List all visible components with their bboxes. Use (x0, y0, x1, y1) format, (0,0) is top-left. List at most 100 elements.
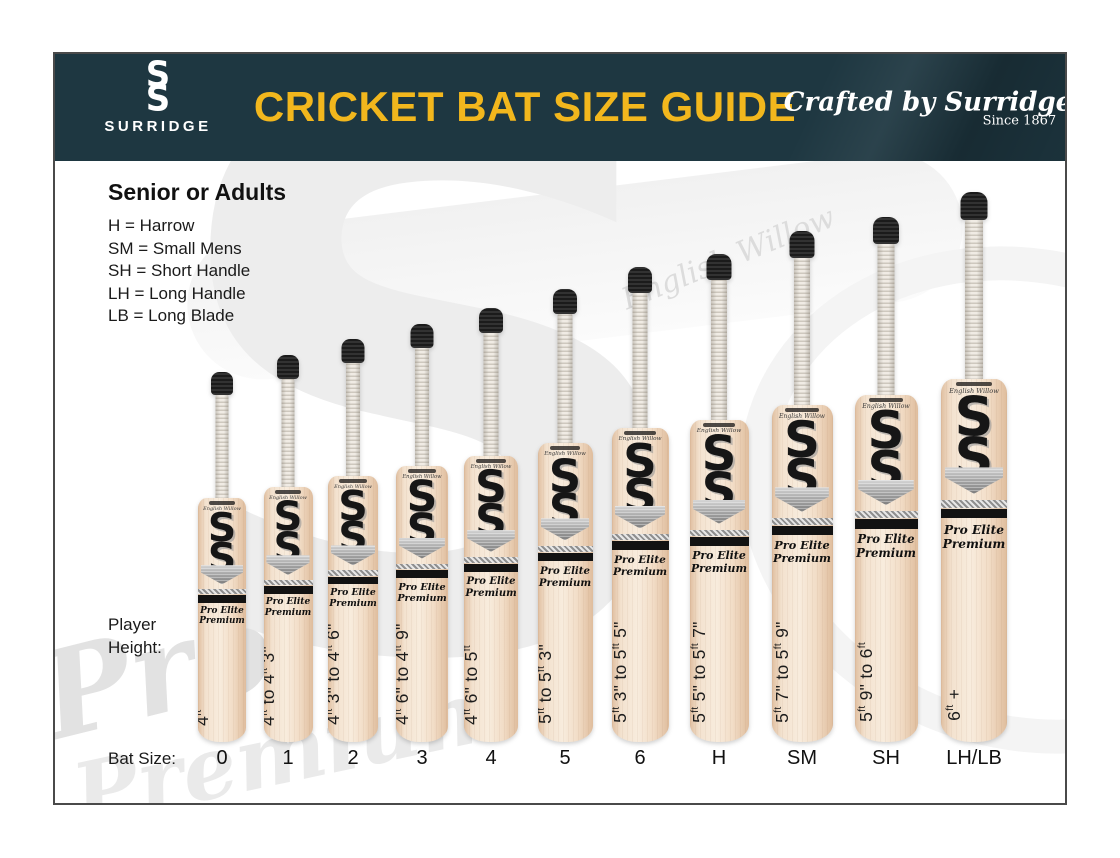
pro-elite-premium-script: Pro Elite Premium (199, 605, 245, 627)
blade-shoulder-band (476, 459, 506, 463)
decal-letter-top: S (338, 482, 368, 530)
blade-shoulder-band (785, 408, 819, 412)
english-willow-script: English Willow (778, 413, 826, 420)
bat-size-row: 0 1 2 3 4 5 6 H SM SH LH/LB (55, 161, 1065, 803)
guide-body: S English Willow Pro Premium Senior or A… (55, 161, 1065, 803)
black-band (396, 570, 448, 579)
decal-letter-top: S (867, 401, 905, 462)
english-willow-script: English Willow (470, 464, 512, 470)
english-willow-script: English Willow (949, 387, 999, 395)
bat-blade: English Willow S S Pro Elite Premium 6ft + (941, 379, 1007, 742)
blade-shoulder-band (868, 398, 904, 402)
blade-shoulder-band (549, 446, 581, 450)
blade-shoulder-band (407, 469, 437, 473)
bat-handle-grip (281, 376, 295, 496)
decal-letter-top: S (954, 384, 994, 448)
hatched-silver-band (263, 579, 313, 586)
brand-name: SURRIDGE (104, 118, 212, 135)
bat-size-value-4: 4 (485, 747, 497, 769)
decal-letter-top: S (207, 505, 237, 551)
hatched-silver-band (689, 529, 749, 537)
bat-size-value-sm: SM (787, 747, 817, 769)
hatched-silver-band (198, 589, 246, 595)
hatched-silver-band (396, 563, 448, 570)
bat-size-value-6: 6 (634, 747, 646, 769)
hatched-silver-band (854, 511, 918, 519)
bat-size-value-5: 5 (559, 747, 571, 769)
hatched-silver-band (611, 534, 669, 541)
english-willow-script: English Willow (696, 428, 742, 434)
blade-shoulder-band (208, 501, 236, 505)
black-band (771, 525, 833, 535)
hatched-silver-band (537, 545, 593, 552)
bat-blade: English Willow S S Pro Elite Premium 5ft 7" t… (771, 405, 833, 742)
bat-size-sm: English Willow S S Pro Elite Premium 5ft 7" t… (771, 231, 833, 742)
blade-shoulder-band (955, 382, 993, 386)
header-band: S S SURRIDGE CRICKET BAT SIZE GUIDE Craf… (55, 54, 1065, 161)
black-band (537, 552, 593, 562)
hatched-silver-band (941, 500, 1007, 508)
bat-size-value-lh-lb: LH/LB (946, 747, 1002, 769)
pro-elite-premium-script: Pro Elite Premium (397, 581, 447, 605)
pro-elite-premium-script: Pro Elite Premium (329, 586, 377, 609)
blade-shoulder-band (702, 423, 736, 427)
bat-size-6: English Willow S S Pro Elite Premium 5ft 3" t… (611, 267, 669, 742)
decal-letter-top: S (406, 472, 438, 523)
bat-size-value-1: 1 (282, 747, 294, 769)
english-willow-script: English Willow (862, 403, 910, 410)
tagline-script: Crafted by Surridge (783, 87, 1065, 117)
black-band (198, 595, 246, 603)
pro-elite-premium-script: Pro Elite Premium (856, 532, 916, 560)
english-willow-script: English Willow (334, 484, 372, 490)
bat-handle-grip (215, 392, 229, 507)
decal-letter-top: S (783, 411, 821, 470)
decal-letter-top: S (475, 462, 507, 514)
decal-letter-top: S (548, 449, 582, 503)
black-band (611, 541, 669, 550)
pro-elite-premium-script: Pro Elite Premium (538, 564, 592, 589)
surridge-logo: S S SURRIDGE (104, 54, 212, 135)
bat-size-value-0: 0 (216, 747, 228, 769)
black-band (689, 537, 749, 546)
surridge-s-icon: S S (104, 54, 211, 120)
pro-elite-premium-script: Pro Elite Premium (612, 553, 668, 579)
bat-size-label: Bat Size: (108, 749, 177, 768)
english-willow-script: English Willow (618, 436, 662, 442)
black-band (263, 586, 313, 594)
hatched-silver-band (771, 517, 833, 525)
pro-elite-premium-script: Pro Elite Premium (942, 523, 1006, 552)
blade-shoulder-band (624, 431, 656, 435)
bat-blade: English Willow S S Pro Elite Premium 5ft 9" t… (854, 395, 918, 742)
guide-card: S S SURRIDGE CRICKET BAT SIZE GUIDE Craf… (53, 52, 1067, 805)
black-band (328, 576, 378, 585)
hatched-silver-band (328, 570, 378, 576)
black-band (941, 508, 1007, 519)
decal-letter-top: S (701, 425, 737, 482)
decal-letter-top: S (273, 494, 303, 540)
decal-letter-top: S (623, 434, 657, 489)
logo-letter-bottom: S (145, 78, 171, 120)
black-band (854, 519, 918, 529)
english-willow-script: English Willow (269, 495, 307, 501)
logo-letter-top: S (145, 54, 171, 96)
english-willow-script: English Willow (544, 451, 586, 457)
blade-shoulder-band (274, 490, 302, 494)
tagline: Crafted by Surridge Since 1867 (784, 87, 1065, 128)
legend-item-harrow: H = Harrow (108, 216, 195, 235)
blade-shoulder-band (339, 479, 367, 483)
page-title: CRICKET BAT SIZE GUIDE (253, 83, 797, 130)
bat-size-value-sh: SH (872, 747, 900, 769)
pro-elite-premium-script: Pro Elite Premium (690, 548, 748, 575)
player-height-label: Player Height: (108, 615, 162, 657)
black-band (464, 564, 518, 573)
bat-size-value-3: 3 (416, 747, 428, 769)
